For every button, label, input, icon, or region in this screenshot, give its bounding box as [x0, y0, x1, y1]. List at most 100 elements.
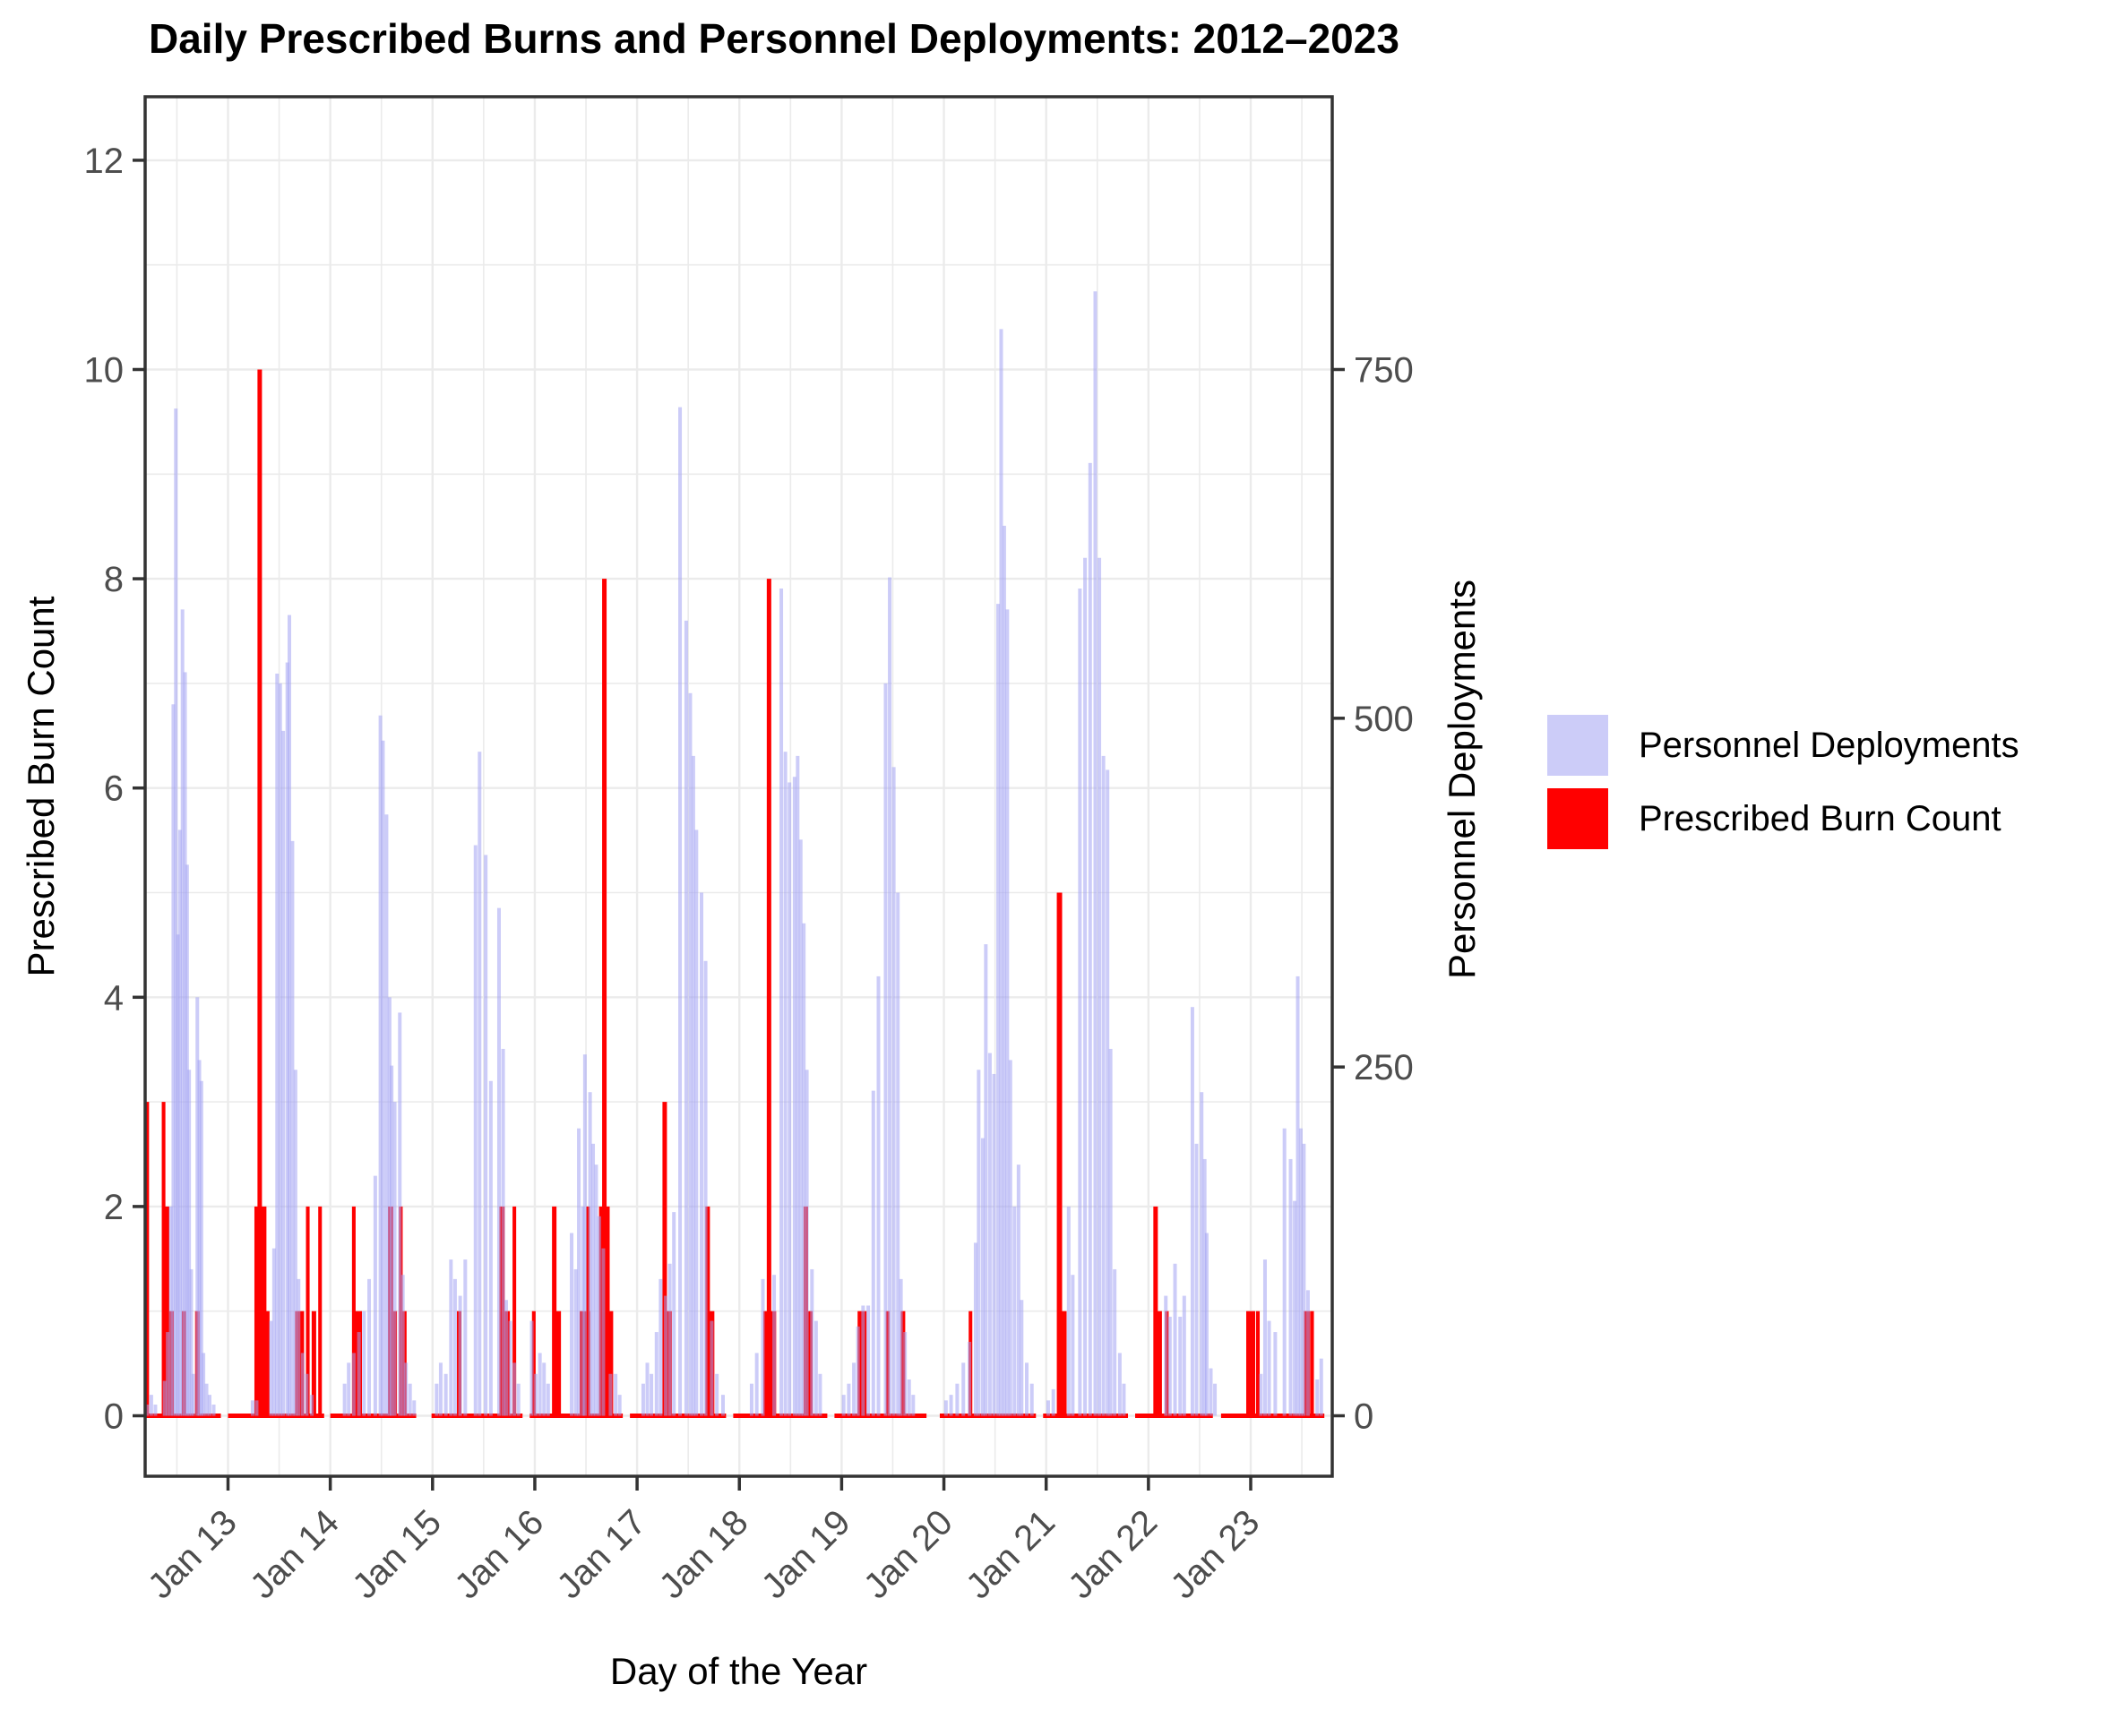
deployment-bar [847, 1383, 851, 1416]
deployment-bar [818, 1373, 822, 1416]
deployment-bar [305, 1373, 309, 1416]
deployment-bar [538, 1353, 542, 1416]
deployment-bar [171, 704, 176, 1416]
deployment-bar [813, 1320, 818, 1416]
deployment-bar [285, 662, 289, 1416]
deployment-bar [684, 620, 688, 1416]
deployment-bar [484, 855, 488, 1416]
deployment-bar [367, 1278, 372, 1416]
deployment-bar [984, 944, 988, 1416]
burn-bar [1245, 1311, 1256, 1416]
deployment-bar [792, 777, 796, 1416]
burns-legend-label: Prescribed Burn Count [1639, 798, 2001, 838]
deployment-bar [911, 1395, 916, 1416]
legend-item-deployments: Personnel Deployments [1547, 714, 2019, 777]
deployment-bar [987, 1053, 992, 1416]
deployment-bar [412, 1400, 417, 1416]
burn-bar [1056, 892, 1063, 1416]
burn-baseline [834, 1414, 927, 1418]
deployment-bar [211, 1405, 216, 1416]
deployment-bar [650, 1373, 654, 1416]
deployment-bar [373, 1175, 377, 1416]
deployment-bar [463, 1259, 468, 1416]
deployment-bar [588, 1092, 592, 1416]
deployment-bar [1305, 1290, 1310, 1416]
deployment-bar [1194, 1143, 1199, 1416]
deployment-bar [275, 673, 280, 1416]
deployment-bar [384, 814, 389, 1416]
deployment-bar [788, 782, 792, 1416]
burn-baseline [330, 1414, 417, 1418]
deployment-bar [501, 1048, 505, 1416]
deployment-bar [1093, 291, 1098, 1416]
deployment-bar [943, 1400, 948, 1416]
burn-baseline [630, 1414, 727, 1418]
x-tick-label: Jan 18 [652, 1502, 756, 1606]
deployment-bar [810, 1268, 814, 1416]
deployment-bar [1025, 1362, 1029, 1416]
deployment-bar [999, 329, 1003, 1416]
deployment-bar [250, 1400, 254, 1416]
deployment-bar [387, 997, 392, 1416]
deployment-bar [400, 1275, 405, 1416]
burn-bar [351, 1206, 356, 1416]
deployment-bar [546, 1383, 550, 1416]
deployment-bar [570, 1233, 574, 1416]
y-right-tick-label: 250 [1354, 1048, 1414, 1087]
x-axis-title: Day of the Year [609, 1650, 868, 1692]
y-right-tick-label: 750 [1354, 351, 1414, 391]
x-tick-label: Jan 22 [1061, 1502, 1165, 1606]
x-tick-label: Jan 15 [345, 1502, 449, 1606]
deployment-bar [166, 1332, 170, 1416]
burn-bar [900, 1311, 906, 1416]
deployment-bar [1288, 1158, 1293, 1416]
deployment-bar [961, 1362, 966, 1416]
deployment-bar [300, 1353, 305, 1416]
burn-bar [311, 1311, 316, 1416]
deployment-bar [1088, 462, 1092, 1416]
burn-baseline [1220, 1414, 1325, 1418]
deployment-bar [949, 1395, 953, 1416]
deployment-bar [1164, 1295, 1168, 1416]
deployment-bar [202, 1353, 206, 1416]
deployment-bar [290, 840, 295, 1416]
deployment-bar [390, 1065, 394, 1416]
deployment-bar [678, 407, 683, 1416]
deployment-bar [761, 1278, 765, 1416]
deployment-bar [176, 934, 180, 1416]
deployment-bar [398, 1012, 402, 1416]
legend-item-burns: Prescribed Burn Count [1547, 787, 2019, 850]
burns-legend-swatch [1547, 788, 1608, 849]
deployment-bar [458, 1295, 462, 1416]
burn-bar [161, 1102, 166, 1416]
deployment-bar [688, 692, 693, 1416]
deployment-bar [452, 1278, 457, 1416]
burn-bar [662, 1102, 667, 1416]
deployment-bar [408, 1383, 412, 1416]
deployment-bar [573, 1268, 578, 1416]
deployment-bar [597, 1216, 601, 1416]
deployment-bar [783, 752, 788, 1416]
deployment-bar [153, 1405, 158, 1416]
deployment-bar [664, 1295, 668, 1416]
deployment-bar [614, 1373, 618, 1416]
burn-baseline [939, 1414, 1037, 1418]
deployment-bar [1282, 1128, 1287, 1416]
burn-bar [1255, 1311, 1261, 1416]
deployment-bar [641, 1383, 645, 1416]
deployment-bar [1178, 1316, 1183, 1416]
deployment-bar [197, 1060, 202, 1416]
burn-bar [1310, 1311, 1314, 1416]
deployment-bar [183, 672, 187, 1416]
deployment-bar [772, 1275, 777, 1416]
chart-title: Daily Prescribed Burns and Personnel Dep… [149, 15, 1399, 62]
deployment-bar [191, 1373, 195, 1416]
burn-bar [318, 1206, 323, 1416]
y-right-tick-label: 0 [1354, 1397, 1373, 1437]
deployments-legend-swatch [1547, 715, 1608, 776]
deployment-bar [435, 1383, 439, 1416]
deployment-bar [654, 1332, 659, 1416]
x-tick-label: Jan 14 [243, 1502, 347, 1606]
deployment-bar [582, 1054, 587, 1416]
